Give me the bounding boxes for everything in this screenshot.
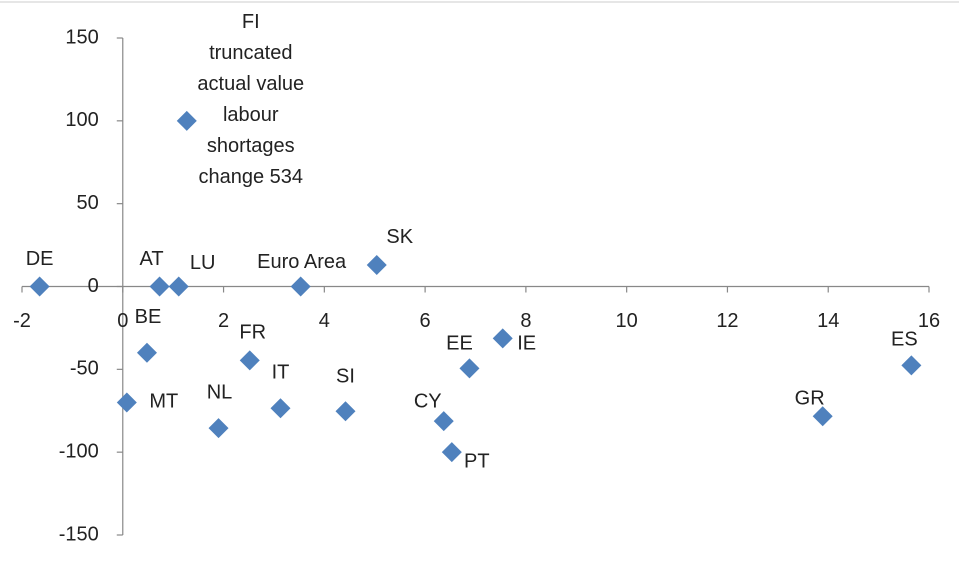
point xyxy=(116,392,137,413)
point-label: AT xyxy=(140,248,164,270)
x-tick-label: 16 xyxy=(918,310,940,332)
point-label: GR xyxy=(795,387,825,409)
y-tick-label: 0 xyxy=(88,275,99,297)
y-tick-label: -100 xyxy=(59,440,99,462)
point xyxy=(433,411,454,432)
point xyxy=(29,276,50,297)
point xyxy=(335,401,356,422)
point xyxy=(270,398,291,419)
y-tick-label: 100 xyxy=(65,109,98,131)
x-tick-label: 6 xyxy=(420,310,431,332)
annotation: actual value xyxy=(197,73,304,95)
x-tick-label: 12 xyxy=(716,310,738,332)
y-tick-label: 50 xyxy=(77,192,99,214)
x-tick-label: 2 xyxy=(218,310,229,332)
point xyxy=(208,418,229,439)
annotation: labour xyxy=(223,104,279,126)
point xyxy=(812,406,833,427)
point-label: FI xyxy=(242,11,260,33)
point xyxy=(168,276,189,297)
point-label: ES xyxy=(891,329,918,351)
annotation: change 534 xyxy=(198,166,303,188)
point-label: CY xyxy=(414,390,442,412)
point-label: IT xyxy=(272,362,290,384)
point-label: IE xyxy=(517,333,536,355)
x-tick-label: 14 xyxy=(817,310,839,332)
point-label: Euro Area xyxy=(257,251,347,273)
annotation: shortages xyxy=(207,135,295,157)
point xyxy=(492,328,513,349)
point xyxy=(290,276,311,297)
point-label: EE xyxy=(446,333,473,355)
point xyxy=(441,442,462,463)
point xyxy=(459,358,480,379)
point xyxy=(149,276,170,297)
annotation: truncated xyxy=(209,42,292,64)
x-tick-label: 0 xyxy=(117,310,128,332)
point xyxy=(901,355,922,376)
point-label: BE xyxy=(135,306,162,328)
point-label: NL xyxy=(207,381,233,403)
y-tick-label: -150 xyxy=(59,523,99,545)
point-label: MT xyxy=(149,391,178,413)
point xyxy=(239,350,260,371)
point-label: DE xyxy=(26,248,54,270)
x-tick-label: 4 xyxy=(319,310,330,332)
y-tick-label: 150 xyxy=(65,26,98,48)
x-tick-label: 10 xyxy=(616,310,638,332)
point xyxy=(176,110,197,131)
x-tick-label: 8 xyxy=(520,310,531,332)
point xyxy=(366,254,387,275)
point-label: PT xyxy=(464,450,490,472)
y-tick-label: -50 xyxy=(70,358,99,380)
x-tick-label: -2 xyxy=(13,310,31,332)
point-label: LU xyxy=(190,252,216,274)
point xyxy=(136,342,157,363)
point-label: SI xyxy=(336,366,355,388)
point-label: FR xyxy=(239,322,266,344)
point-label: SK xyxy=(386,226,413,248)
